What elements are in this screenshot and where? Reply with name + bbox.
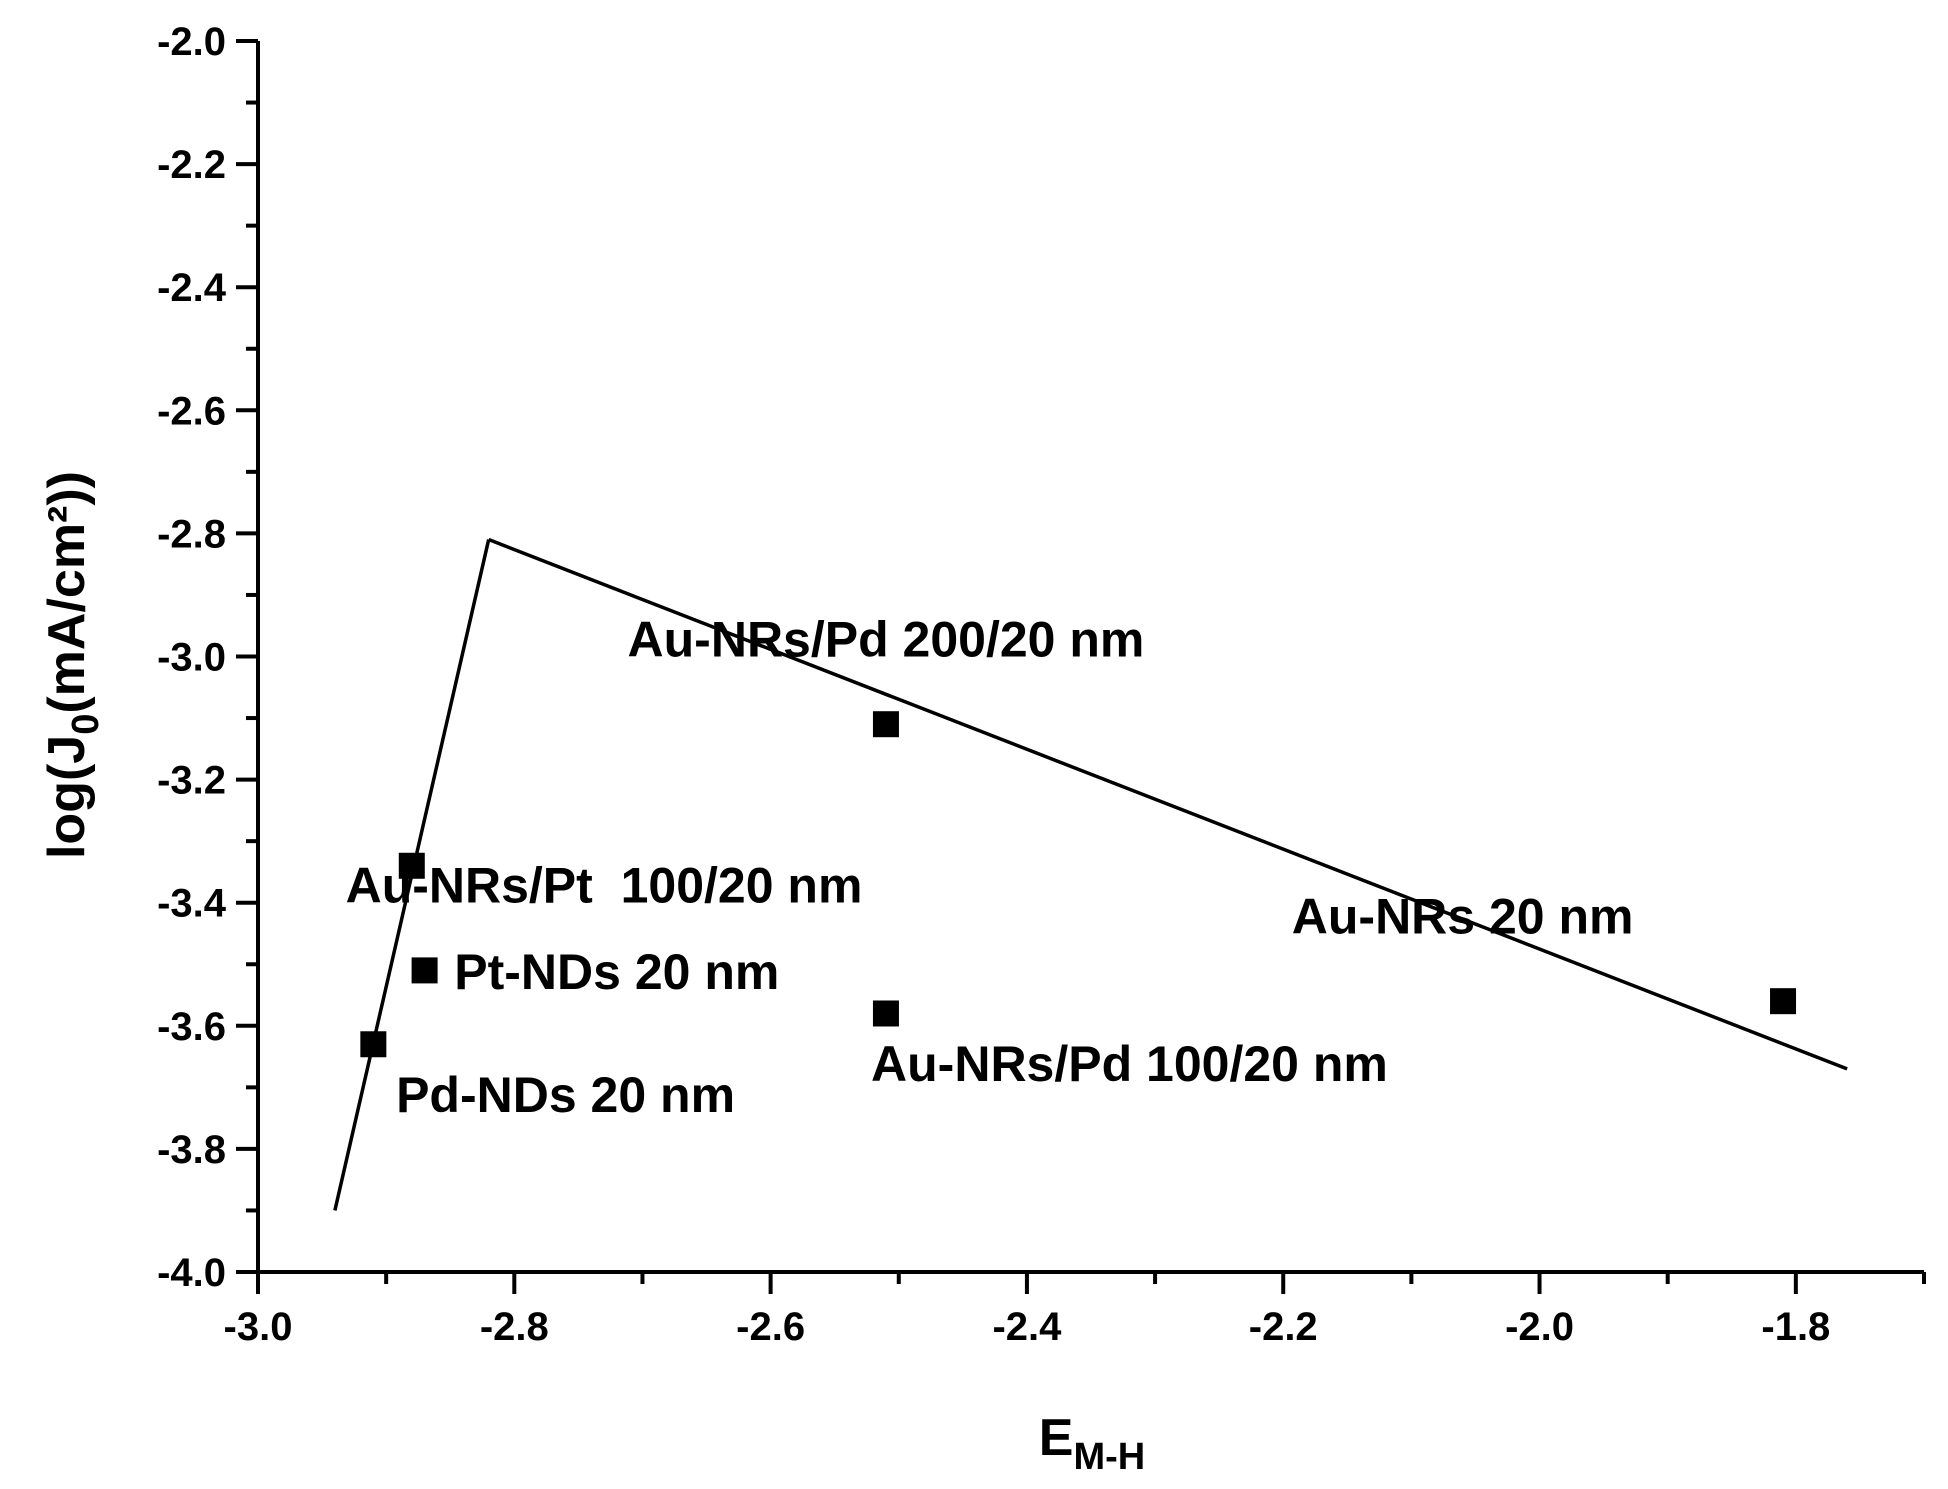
data-point-2 xyxy=(398,852,425,879)
x-tick-label: -2.8 xyxy=(480,1305,549,1349)
x-tick-label: -2.2 xyxy=(1249,1305,1318,1349)
y-axis-title-post: (mA/cm²)) xyxy=(38,471,96,714)
y-tick-label: -4.0 xyxy=(157,1251,226,1295)
point-annotation: Pt-NDs 20 nm xyxy=(454,944,779,1000)
x-axis-title-sub: M-H xyxy=(1073,1436,1145,1478)
y-tick-label: -3.2 xyxy=(157,759,226,803)
x-tick-label: -2.6 xyxy=(736,1305,805,1349)
y-tick-label: -2.4 xyxy=(157,266,227,310)
y-tick-label: -3.6 xyxy=(157,1005,226,1049)
point-annotation: Au-NRs/Pd 200/20 nm xyxy=(628,612,1145,668)
x-axis-title-main: E xyxy=(1039,1409,1074,1467)
data-point-3 xyxy=(411,957,438,984)
y-axis-ticks: -2.0 -2.2 -2.4 -2.6 -2.8 -3.0 -3.2 -3.4 -3.6 -3.8… xyxy=(157,20,258,1295)
y-axis-title-pre: log(J xyxy=(38,735,96,859)
data-point-5 xyxy=(872,1000,899,1027)
data-point-6 xyxy=(1770,988,1797,1015)
y-tick-label: -2.8 xyxy=(157,512,226,556)
y-axis-title-sub: 0 xyxy=(65,714,107,735)
trend-line-2 xyxy=(488,537,1848,1071)
x-tick-label: -3.0 xyxy=(224,1305,293,1349)
point-annotation: Au-NRs 20 nm xyxy=(1292,888,1634,944)
x-tick-label: -2.4 xyxy=(992,1305,1062,1349)
y-tick-label: -2.2 xyxy=(157,143,226,187)
x-axis-ticks: -3.0 -2.8 -2.6 -2.4 -2.2 -2.0 -1.8 xyxy=(224,1272,1926,1349)
y-tick-label: -3.8 xyxy=(157,1128,226,1172)
data-point-4 xyxy=(872,711,899,738)
y-tick-label: -2.0 xyxy=(157,20,226,64)
y-tick-label: -2.6 xyxy=(157,389,226,433)
point-annotation: Au-NRs/Pd 100/20 nm xyxy=(871,1036,1388,1092)
x-axis-title: EM-H xyxy=(1039,1409,1145,1478)
data-point-1 xyxy=(360,1031,387,1058)
y-tick-label: -3.4 xyxy=(157,882,227,926)
y-tick-label: -3.0 xyxy=(157,636,226,680)
annotations: Au-NRs/Pd 200/20 nm Au-NRs/Pt 100/20 nm Pt… xyxy=(346,612,1634,1123)
x-tick-label: -1.8 xyxy=(1761,1305,1830,1349)
point-annotation: Au-NRs/Pt 100/20 nm xyxy=(346,858,863,914)
point-annotation: Pd-NDs 20 nm xyxy=(396,1067,735,1123)
x-tick-label: -2.0 xyxy=(1505,1305,1574,1349)
y-axis-title: log(J0(mA/cm²)) xyxy=(38,471,107,859)
data-points xyxy=(360,711,1797,1058)
